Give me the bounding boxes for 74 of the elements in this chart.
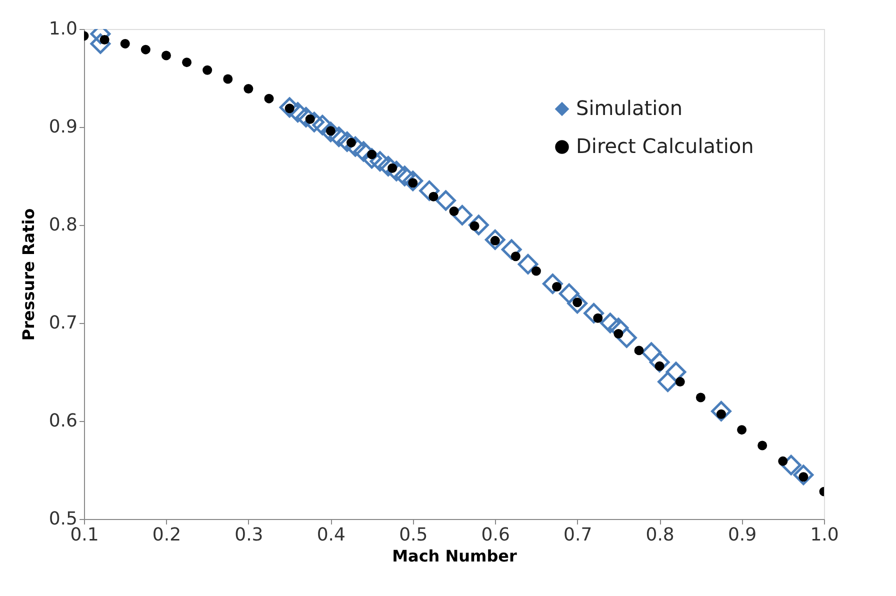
point [666,362,686,382]
x-axis-title: Mach Number [392,546,518,566]
point [312,114,333,136]
point [244,84,254,94]
y-tick-label: 0.7 [48,312,78,334]
point [634,346,644,356]
point [378,156,398,176]
point [780,454,802,476]
point [394,166,415,186]
point [436,190,456,211]
y-tick-label: 0.8 [48,214,78,236]
point [696,392,706,402]
point [304,112,324,132]
point [531,266,541,276]
point [370,151,390,172]
point [711,401,732,422]
point [675,377,685,387]
x-tick-label: 0.2 [152,524,182,546]
point [468,214,489,236]
point [296,107,316,128]
x-tick-label: 0.5 [399,524,428,546]
x-tick-label: 0.1 [70,524,99,546]
point [202,65,212,75]
y-tick-label: 1.0 [48,18,78,40]
point [737,425,747,435]
point [501,239,522,260]
point [452,205,472,226]
x-tick-label: 0.8 [646,524,674,546]
x-tick-label: 0.4 [316,524,346,546]
x-tick-label: 0.3 [234,524,264,546]
point [182,58,192,68]
point [320,122,341,142]
point [428,192,438,202]
point [649,352,670,372]
point [90,34,111,54]
point [345,136,366,157]
point [484,230,506,250]
point [279,97,300,118]
point [758,440,768,450]
point [328,126,350,147]
x-tick-label: 0.7 [564,524,592,546]
x-tick-label: 1.0 [810,524,839,546]
y-axis-title: Pressure Ratio [18,208,38,341]
point [362,148,382,169]
point [658,372,678,392]
point [140,44,150,54]
x-tick-label: 0.6 [481,524,510,546]
legend-label: Simulation [576,96,683,120]
point [600,312,620,334]
point [641,342,662,363]
point [336,132,358,152]
point [778,456,788,466]
point [584,303,604,324]
point [542,274,563,294]
point [223,74,233,84]
point [386,160,407,182]
x-tick-label: 0.9 [728,524,757,546]
y-tick-label: 0.6 [48,410,78,432]
point [518,254,538,274]
y-tick-label: 0.9 [48,116,78,138]
point [510,252,520,262]
legend-label: Direct Calculation [576,134,754,158]
point [616,328,637,348]
point [449,206,459,216]
point [567,293,588,314]
point [402,170,424,192]
point [419,180,440,201]
point [161,50,171,60]
point [793,464,814,486]
point [120,38,130,48]
point [288,102,308,122]
point [558,283,580,304]
point [264,94,274,104]
point [614,329,624,339]
